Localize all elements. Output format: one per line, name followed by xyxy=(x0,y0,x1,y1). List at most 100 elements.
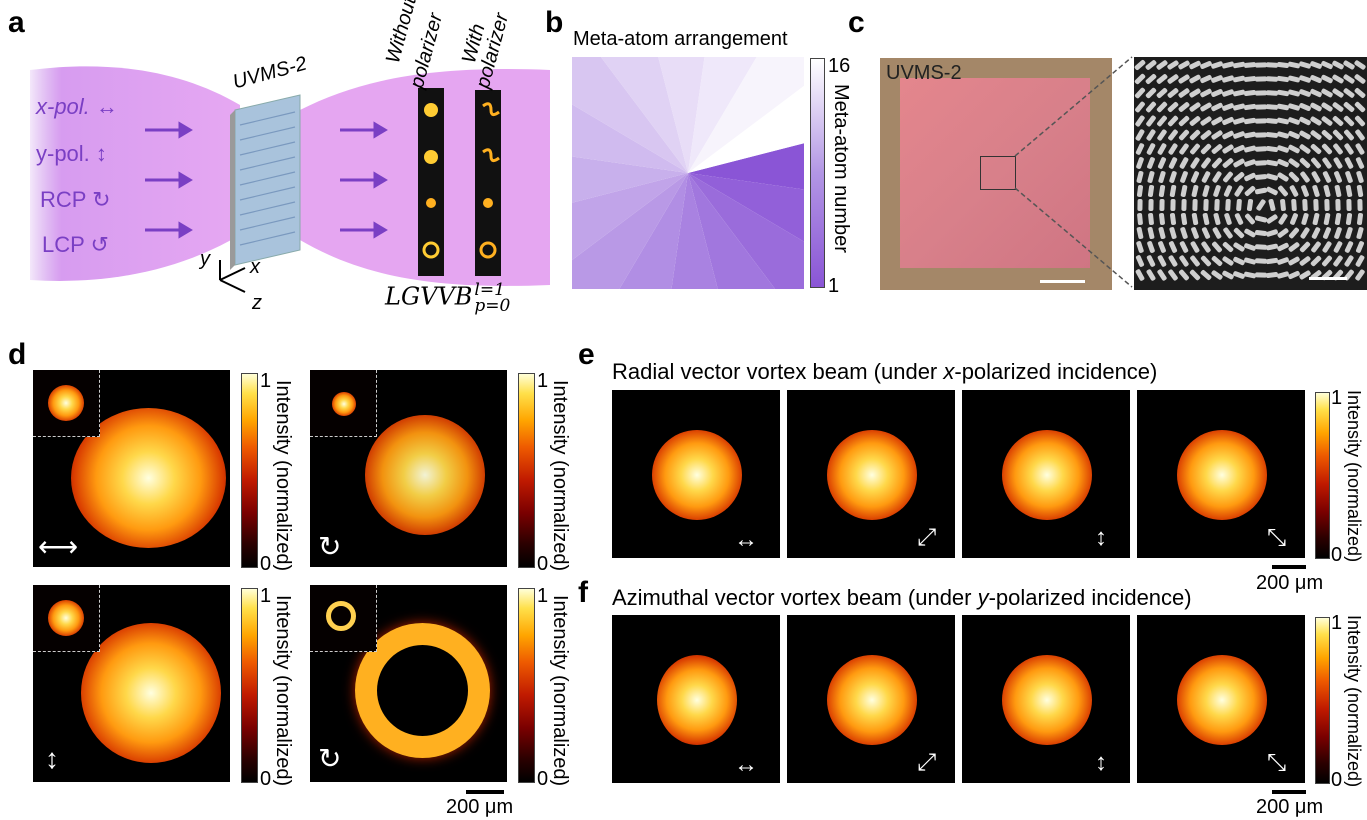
e-cb-max: 1 xyxy=(1331,387,1343,409)
f-colorbar xyxy=(1315,617,1330,784)
nanopillar xyxy=(1169,171,1177,183)
nanopillar xyxy=(1222,256,1234,266)
nanopillar xyxy=(1189,60,1201,70)
d-beam-circular-2: ↻ xyxy=(310,585,507,782)
d2-cb-max: 1 xyxy=(537,370,549,392)
f-analyzer-1: ↔ xyxy=(734,751,758,778)
e-analyzer-1: ↔ xyxy=(734,526,758,553)
nanopillar xyxy=(1156,60,1168,70)
e-scale-bar xyxy=(1272,565,1306,569)
nanopillar xyxy=(1135,129,1145,141)
nanopillar xyxy=(1223,227,1233,239)
d3-cb-label: Intensity (normalized) xyxy=(272,595,294,787)
nanopillar xyxy=(1200,116,1212,126)
nanopillar xyxy=(1254,146,1268,152)
nanopillar xyxy=(1332,88,1344,98)
input-rcp: RCP ↻ xyxy=(40,187,111,212)
panel-b-title: Meta-atom arrangement xyxy=(573,28,788,50)
nanopillar xyxy=(1236,198,1242,212)
nanopillar xyxy=(1354,88,1366,98)
nanopillar xyxy=(1233,172,1245,182)
nanopillar xyxy=(1343,60,1355,70)
nanopillar xyxy=(1200,143,1212,155)
nanopillar xyxy=(1355,157,1365,169)
nanopillar xyxy=(1321,60,1333,70)
nanopillar xyxy=(1233,158,1245,168)
nanopillar xyxy=(1288,144,1300,154)
nanopillar xyxy=(1254,160,1268,166)
nanopillar xyxy=(1254,118,1268,124)
nanopillar xyxy=(1243,90,1257,96)
nanopillar xyxy=(1343,88,1355,98)
nanopillar xyxy=(1137,198,1143,212)
nanopillar xyxy=(1313,198,1319,212)
nanopillar xyxy=(1332,102,1344,112)
nanopillar xyxy=(1355,241,1365,253)
nanopillar xyxy=(1189,116,1201,126)
nanopillar xyxy=(1266,214,1278,224)
f-cb-min: 0 xyxy=(1331,769,1343,791)
nanopillar xyxy=(1254,244,1268,250)
meta-atom-sector xyxy=(572,104,688,173)
input-y-pol: y-pol. ↕ xyxy=(36,141,107,166)
nanopillar xyxy=(1244,159,1256,167)
nanopillar xyxy=(1135,269,1145,281)
nanopillar xyxy=(1213,185,1221,197)
d-scale-label: 200 μm xyxy=(446,796,514,818)
nanopillar xyxy=(1276,61,1290,69)
nanopillar xyxy=(1321,74,1333,84)
nanopillar xyxy=(1147,241,1155,253)
nanopillar xyxy=(1170,198,1176,212)
meta-atom-sector xyxy=(688,85,804,173)
f-beam-4: ⤡ xyxy=(1137,615,1305,783)
f-beam-1: ↔ xyxy=(612,615,780,783)
meta-atom-sector xyxy=(572,156,688,203)
nanopillar xyxy=(1265,104,1279,110)
nanopillar xyxy=(1178,129,1190,141)
nanopillar xyxy=(1168,255,1178,267)
nanopillar xyxy=(1146,255,1156,267)
nanopillar xyxy=(1233,131,1245,139)
nanopillar xyxy=(1302,198,1308,212)
nanopillar xyxy=(1222,116,1234,126)
d4-cb-max: 1 xyxy=(537,585,549,607)
nanopillar xyxy=(1167,74,1179,84)
nanopillar xyxy=(1344,255,1354,267)
nanopillar xyxy=(1159,212,1165,226)
nanopillar xyxy=(1357,198,1363,212)
polarization-vertical-icon: ↕ xyxy=(45,743,59,774)
nanopillar xyxy=(1147,226,1155,240)
nanopillar xyxy=(1299,241,1311,253)
nanopillar xyxy=(1265,272,1279,278)
nanopillar xyxy=(1212,241,1222,253)
nanopillar xyxy=(1243,145,1257,153)
nanopillar xyxy=(1277,257,1289,265)
nanopillar xyxy=(1280,198,1286,212)
nanopillar xyxy=(1254,132,1268,138)
nanopillar xyxy=(1135,115,1145,127)
nanopillar xyxy=(1244,185,1256,197)
nanopillar xyxy=(1156,101,1168,113)
nanopillar xyxy=(1322,171,1332,183)
nanopillar xyxy=(1202,212,1210,226)
input-lcp: LCP ↺ xyxy=(42,232,109,257)
nanopillar xyxy=(1354,101,1366,113)
nanopillar xyxy=(1354,74,1366,84)
nanopillar xyxy=(1157,157,1167,169)
nanopillar xyxy=(1211,255,1223,267)
axis-y-label: y xyxy=(200,248,210,270)
nanopillar xyxy=(1224,213,1232,225)
nanopillar xyxy=(1201,171,1211,183)
nanopillar xyxy=(1157,129,1167,141)
nanopillar xyxy=(1288,270,1300,280)
nanopillar xyxy=(1311,157,1321,169)
nanopillar xyxy=(1288,103,1300,111)
nanopillar xyxy=(1211,102,1223,112)
nanopillar xyxy=(1333,255,1343,267)
nanopillar xyxy=(1332,74,1344,84)
nanopillar xyxy=(1202,185,1210,197)
nanopillar xyxy=(1254,187,1268,195)
nanopillar xyxy=(1254,90,1268,96)
nanopillar xyxy=(1136,241,1144,253)
panel-b-cb-max: 16 xyxy=(828,55,851,77)
